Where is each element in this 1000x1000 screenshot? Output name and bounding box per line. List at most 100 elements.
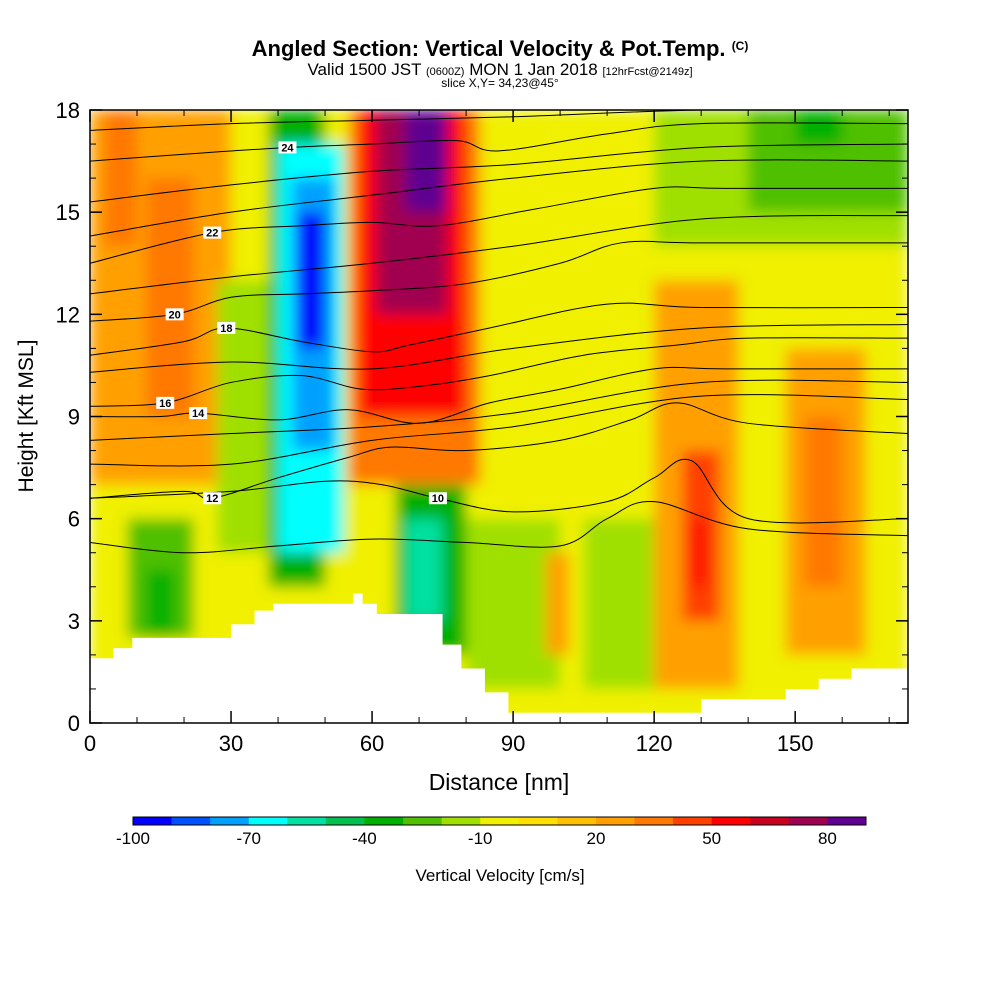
theta-contour-line [90, 110, 908, 131]
forecast-info: [12hrFcst@2149z] [602, 66, 693, 78]
colorbar-swatch [673, 817, 713, 825]
colorbar-swatch [518, 817, 558, 825]
contour-label: 14 [192, 408, 205, 420]
chart-title: Angled Section: Vertical Velocity & Pot.… [0, 36, 1000, 62]
contour-label: 16 [159, 398, 171, 410]
velocity-field [90, 110, 908, 723]
theta-contour-line [90, 215, 908, 295]
colorbar-swatch [248, 817, 288, 825]
colorbar-swatch [133, 817, 173, 825]
contour-label: 18 [220, 323, 232, 335]
theta-contour-line [90, 394, 908, 467]
theta-contour-line [90, 122, 908, 162]
contour-label: 22 [206, 228, 218, 240]
colorbar-swatch [171, 817, 211, 825]
theta-contour-line [90, 159, 908, 237]
colorbar-tick-label: -100 [116, 829, 150, 848]
x-tick-label: 150 [777, 731, 814, 756]
theta-contour-line [90, 186, 908, 264]
contour-label: 10 [432, 493, 444, 505]
velocity-cell [546, 552, 570, 655]
velocity-cell [146, 569, 175, 638]
colorbar-tick-label: 20 [586, 829, 605, 848]
velocity-cell [296, 212, 326, 349]
colorbar-swatch [287, 817, 327, 825]
theta-contour-line [90, 143, 908, 203]
y-tick-label: 9 [68, 405, 80, 430]
velocity-cell [146, 178, 194, 417]
valid-utc: (0600Z) [425, 66, 465, 78]
contour-label-bg [428, 492, 447, 505]
colorbar-tick-label: -70 [236, 829, 261, 848]
theta-contour-line [90, 501, 908, 554]
velocity-cell [691, 518, 706, 587]
contour-label-bg [156, 396, 175, 409]
colorbar-label: Vertical Velocity [cm/s] [415, 866, 584, 885]
theta-contour-line [90, 324, 908, 373]
y-tick-label: 18 [56, 98, 80, 123]
colorbar-swatch [750, 817, 790, 825]
contour-label: 24 [281, 142, 294, 154]
contour-label: 20 [168, 309, 180, 321]
y-tick-label: 6 [68, 507, 80, 532]
velocity-cell [804, 416, 843, 587]
y-tick-label: 15 [56, 200, 80, 225]
velocity-cell [404, 518, 443, 621]
theta-contour-line [90, 379, 908, 441]
velocity-cell [404, 110, 448, 213]
colorbar-swatch [403, 817, 443, 825]
colorbar-tick-label: -10 [468, 829, 493, 848]
theta-contour-line [90, 458, 908, 524]
velocity-cell [104, 110, 138, 247]
theta-contour-labels: 10 12 14 16 18 20 22 24 [156, 141, 447, 505]
contour-label-bg [189, 407, 208, 420]
colorbar-swatch [441, 817, 481, 825]
theta-contour-line [90, 337, 908, 407]
title-text: Angled Section: Vertical Velocity & Pot.… [251, 36, 726, 61]
theta-contour-line [90, 240, 908, 322]
terrain-mask [90, 593, 908, 723]
colorbar-swatch [557, 817, 597, 825]
colorbar-swatch [210, 817, 250, 825]
axes: 0 30 60 90 120 150 0 3 6 9 12 15 18 [56, 98, 908, 756]
contour-label-bg [278, 141, 297, 154]
y-tick-label: 12 [56, 302, 80, 327]
y-tick-label: 0 [68, 711, 80, 736]
valid-time: Valid 1500 JST [307, 60, 422, 79]
y-tick-label: 3 [68, 609, 80, 634]
theta-contours [90, 110, 908, 554]
x-tick-label: 90 [501, 731, 525, 756]
x-tick-label: 120 [636, 731, 673, 756]
slice-info: slice X,Y= 34,23@45° [441, 76, 559, 90]
chart-subtitle: Valid 1500 JST (0600Z) MON 1 Jan 2018 [1… [0, 60, 1000, 80]
contour-label-bg [165, 308, 184, 321]
x-axis-label: Distance [nm] [429, 769, 570, 795]
colorbar-frame [132, 816, 867, 826]
colorbar-swatch [711, 817, 751, 825]
colorbar-swatch [595, 817, 636, 825]
colorbar-tick-label: 80 [818, 829, 837, 848]
title-unit: (C) [731, 39, 749, 53]
theta-contour-line [90, 302, 908, 356]
x-tick-label: 0 [84, 731, 96, 756]
contour-label: 12 [206, 493, 218, 505]
x-tick-label: 60 [360, 731, 384, 756]
contour-label-bg [203, 226, 222, 239]
colorbar-swatch [364, 817, 404, 825]
colorbar-tick-label: -40 [352, 829, 377, 848]
velocity-cell [795, 110, 843, 145]
colorbar-swatch [827, 817, 867, 825]
colorbar-tick-label: 50 [702, 829, 721, 848]
contour-label-bg [217, 321, 236, 334]
colorbar: -100 -70 -40 -10 20 50 80 [116, 816, 867, 848]
terrain [90, 593, 908, 723]
velocity-cell [583, 518, 655, 689]
colorbar-swatch [788, 817, 828, 825]
colorbar-swatch [634, 817, 674, 825]
contour-label-bg [203, 492, 222, 505]
valid-date: MON 1 Jan 2018 [469, 60, 598, 79]
colorbar-swatch [325, 817, 365, 825]
y-axis-label: Height [Kft MSL] [15, 340, 38, 493]
colorbar-swatch [480, 817, 520, 825]
